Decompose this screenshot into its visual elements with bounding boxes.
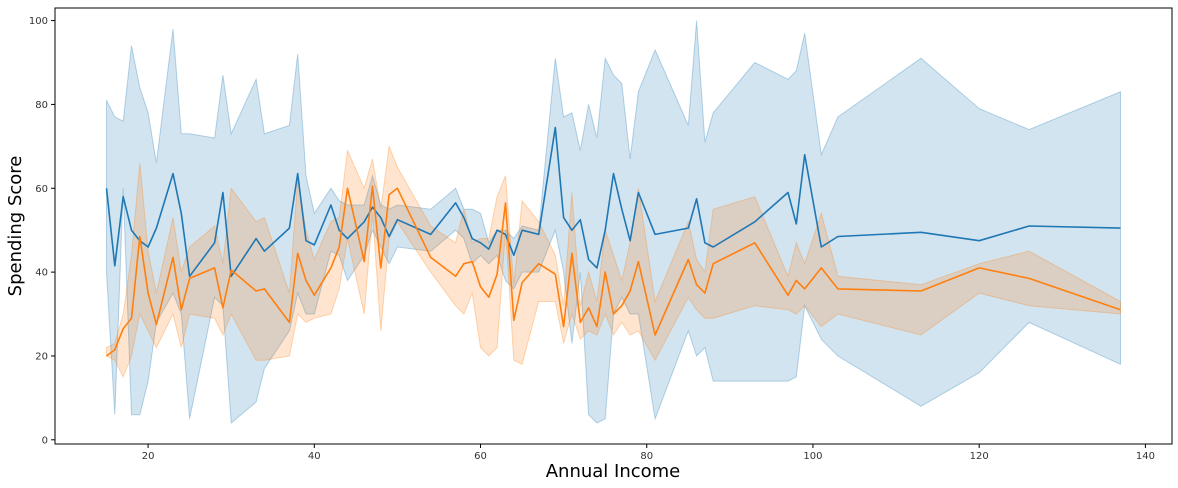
x-tick-label: 40 <box>308 451 321 462</box>
x-axis-ticks: 20 40 60 80 100 120 140 <box>142 444 1155 462</box>
confidence-bands <box>106 20 1121 425</box>
plot-frame <box>54 7 1173 445</box>
y-axis-ticks: 0 20 40 60 80 100 <box>29 16 55 446</box>
y-tick-label: 20 <box>35 351 48 362</box>
series-2-line <box>106 185 1121 357</box>
x-tick-label: 60 <box>474 451 487 462</box>
series-2-band <box>106 144 1121 379</box>
y-tick-label: 40 <box>35 268 48 279</box>
x-tick-label: 120 <box>970 451 989 462</box>
y-tick-label: 80 <box>35 100 48 111</box>
series-1-line <box>105 126 1121 278</box>
series-lines <box>105 126 1121 357</box>
x-tick-label: 80 <box>640 451 653 462</box>
y-tick-label: 100 <box>29 16 48 27</box>
series-1-band <box>106 20 1121 425</box>
y-axis-title: Spending Score <box>5 156 26 297</box>
x-axis-title: Annual Income <box>546 461 681 482</box>
y-tick-label: 0 <box>42 435 48 446</box>
y-tick-label: 60 <box>35 184 48 195</box>
x-tick-label: 140 <box>1136 451 1155 462</box>
x-tick-label: 20 <box>142 451 155 462</box>
x-tick-label: 100 <box>803 451 822 462</box>
